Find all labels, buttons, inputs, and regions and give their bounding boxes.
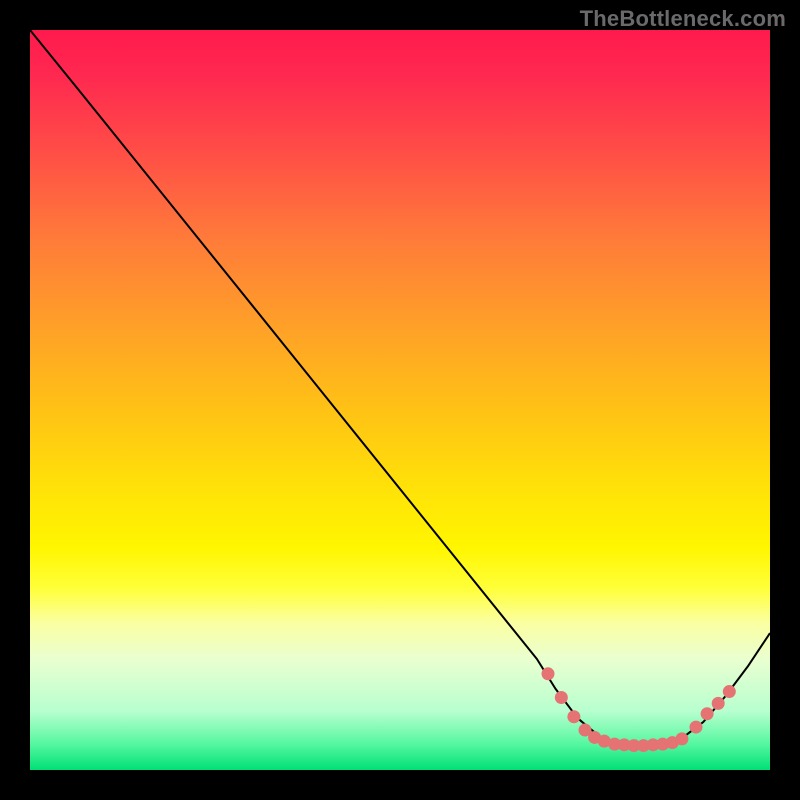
marker-dot — [542, 667, 555, 680]
bottleneck-chart — [0, 0, 800, 800]
marker-dot — [690, 721, 703, 734]
marker-dot — [701, 707, 714, 720]
marker-dot — [675, 732, 688, 745]
watermark-text: TheBottleneck.com — [580, 6, 786, 32]
marker-dot — [567, 710, 580, 723]
plot-background — [30, 30, 770, 770]
marker-dot — [555, 691, 568, 704]
chart-container: TheBottleneck.com — [0, 0, 800, 800]
marker-dot — [723, 685, 736, 698]
marker-dot — [712, 697, 725, 710]
